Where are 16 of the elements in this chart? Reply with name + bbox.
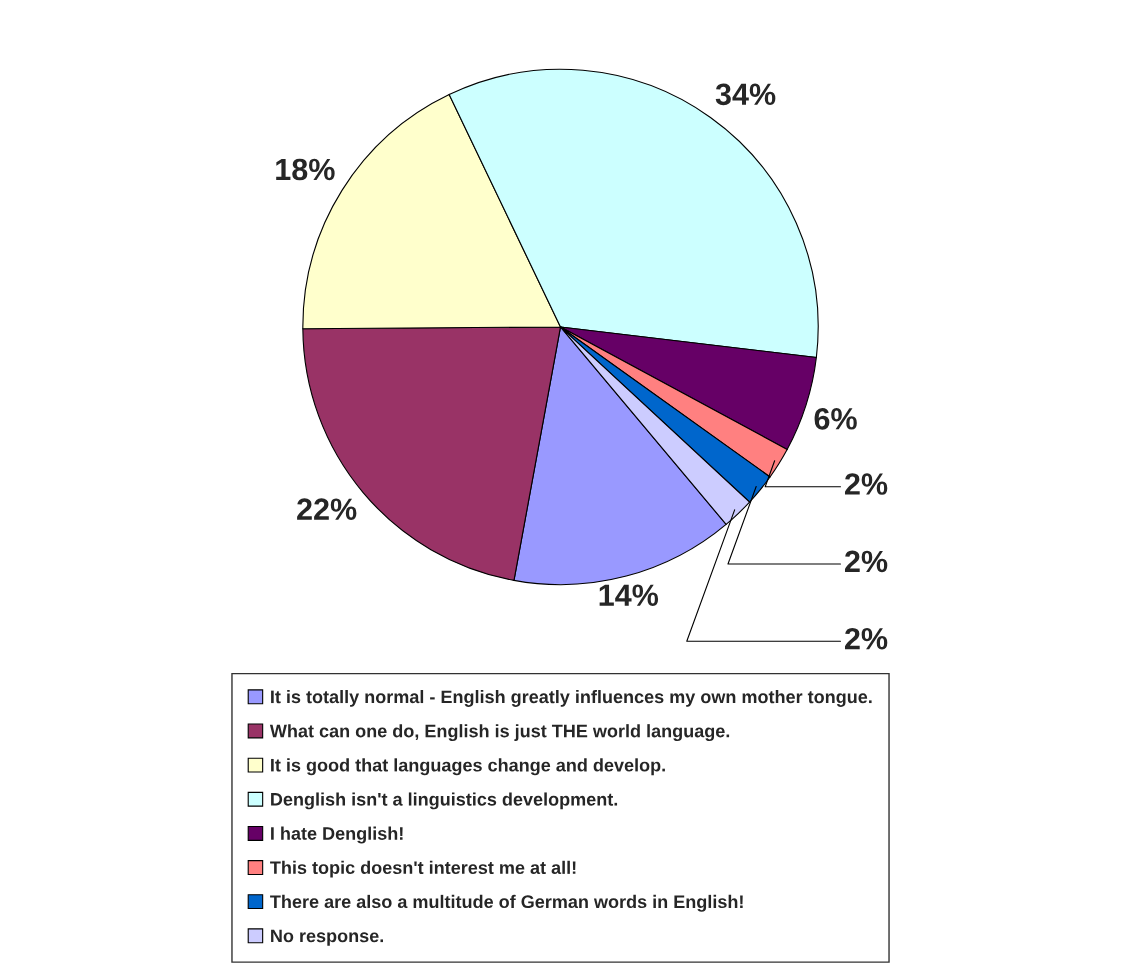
data-label: 34% xyxy=(715,83,776,106)
data-label: 2% xyxy=(844,550,888,573)
data-label: 14% xyxy=(599,584,659,606)
data-label: 22% xyxy=(297,498,357,520)
data-label: 18% xyxy=(276,158,335,181)
legend-label: It is totally normal - English greatly influences my own mother tongue. xyxy=(271,689,872,707)
legend-label: This topic doesn't interest me at all! xyxy=(270,860,576,878)
legend-label: What can one do, English is just THE world language. xyxy=(269,724,730,742)
legend-label: I hate Denglish! xyxy=(271,826,403,844)
legend-label: Denglish isn't a linguistics development. xyxy=(271,792,618,810)
data-label: 6% xyxy=(814,408,857,430)
legend-label: No response. xyxy=(271,929,384,946)
legend-label: It is good that languages change and develop. xyxy=(271,758,665,776)
data-label: 2% xyxy=(844,627,888,650)
legend-label: There are also a multitude of German words in English! xyxy=(270,894,743,912)
data-label: 2% xyxy=(844,473,888,495)
